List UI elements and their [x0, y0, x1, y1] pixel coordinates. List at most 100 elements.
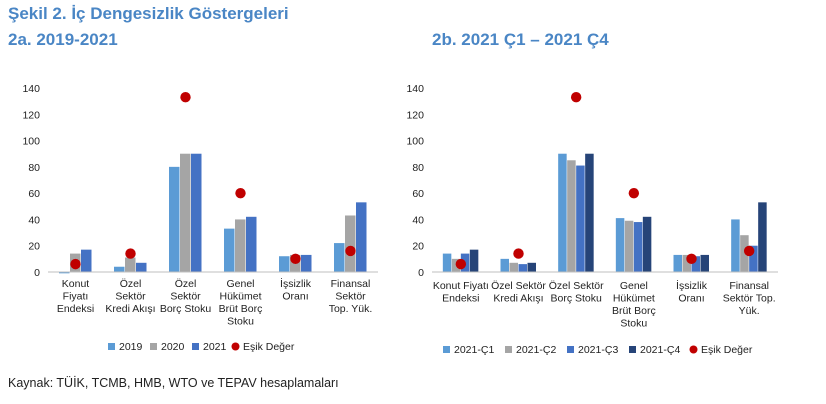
- bar-2021-Ç1: [615, 218, 625, 272]
- bar-2021-Ç1: [500, 258, 509, 272]
- threshold-marker: [180, 92, 191, 103]
- legend-label: 2021: [203, 341, 227, 353]
- bar-2019: [114, 266, 125, 272]
- category-label-line: Kredi Akışı: [493, 293, 543, 305]
- threshold-marker: [125, 248, 136, 259]
- bar-2021-Ç4: [585, 153, 594, 272]
- bar-2021: [246, 216, 257, 272]
- bar-2021: [356, 202, 367, 272]
- category-label-line: Borç Stoku: [550, 293, 602, 305]
- bar-2021-Ç4: [642, 216, 652, 272]
- bar-2021-Ç1: [673, 254, 682, 272]
- bar-2021: [136, 262, 147, 272]
- bar-2019: [224, 228, 235, 272]
- bar-2021-Ç2: [567, 160, 576, 272]
- bar-2020: [125, 257, 136, 272]
- category-label-line: Özel Sektör: [491, 280, 546, 292]
- bar-2021-Ç1: [558, 153, 567, 272]
- category-label-line: Hükümet: [219, 291, 261, 303]
- category-label-line: Özel: [120, 278, 142, 290]
- source-note: Kaynak: TÜİK, TCMB, HMB, WTO ve TEPAV he…: [8, 376, 339, 390]
- legend-swatch: [505, 346, 512, 353]
- legend-label: Eşik Değer: [701, 344, 753, 356]
- bar-2021-Ç3: [518, 264, 527, 272]
- bar-2019: [59, 272, 70, 274]
- y-tick-label: 80: [28, 162, 40, 174]
- bar-2019: [334, 243, 345, 272]
- chart-a-title: 2a. 2019-2021: [8, 30, 118, 49]
- bar-2020: [345, 215, 356, 272]
- y-tick-label: 40: [28, 214, 40, 226]
- y-tick-label: 120: [406, 109, 424, 121]
- legend-label: 2021-Ç2: [516, 344, 556, 356]
- legend-swatch: [443, 346, 450, 353]
- bar-2019: [279, 256, 290, 272]
- category-label: İşsizlik Oranı: [676, 279, 708, 305]
- category-label: Özel Sektör Kredi Akışı: [105, 278, 155, 315]
- y-tick-label: 20: [412, 241, 424, 253]
- bar-2021: [301, 254, 312, 272]
- y-tick-label: 40: [412, 214, 424, 226]
- category-label: İşsizlik Oranı: [280, 277, 312, 303]
- category-label: Konut Fiyatı Endeksi: [433, 280, 489, 305]
- bar-2021-Ç1: [442, 253, 452, 272]
- category-label-line: Stoku: [620, 318, 647, 330]
- category-label-line: Endeksi: [442, 293, 479, 305]
- bar-2020: [180, 153, 191, 272]
- y-tick-label: 140: [406, 83, 424, 95]
- bar-2021-Ç2: [509, 262, 518, 272]
- threshold-marker: [345, 245, 356, 257]
- category-label-line: Oranı: [678, 293, 704, 305]
- category-label-line: Genel: [226, 278, 254, 290]
- legend-swatch: [567, 346, 574, 353]
- threshold-marker: [70, 258, 81, 270]
- category-label: Konut Fiyatı Endeksi: [57, 278, 94, 315]
- category-label-line: Özel: [175, 278, 197, 290]
- bar-2020: [235, 219, 246, 272]
- legend-threshold-marker: [689, 345, 698, 354]
- category-label-line: İşsizlik: [676, 279, 708, 292]
- threshold-marker: [513, 248, 524, 259]
- category-label-line: Fiyatı: [63, 291, 89, 303]
- bar-2021-Ç1: [731, 219, 740, 272]
- y-tick-label: 60: [28, 188, 40, 200]
- category-label-line: Sektör: [335, 291, 366, 303]
- category-label-line: Konut: [62, 278, 90, 290]
- category-label: Genel Hükümet Brüt Borç Stoku: [612, 280, 656, 330]
- bar-2021: [191, 153, 202, 272]
- threshold-marker: [235, 187, 246, 199]
- chart-b-title: 2b. 2021 Ç1 – 2021 Ç4: [432, 30, 609, 49]
- threshold-marker: [570, 92, 582, 103]
- bar-2021-Ç4: [700, 254, 709, 272]
- y-tick-label: 100: [22, 136, 40, 148]
- bar-2019: [169, 166, 180, 272]
- category-label-line: Kredi Akışı: [105, 303, 155, 315]
- bar-2021-Ç4: [469, 249, 479, 272]
- legend-label: 2020: [161, 341, 185, 353]
- category-label: Özel Sektör Borç Stoku: [549, 280, 604, 305]
- bar-2021-Ç3: [576, 165, 585, 272]
- category-label-line: İşsizlik: [280, 277, 312, 290]
- threshold-marker: [743, 245, 755, 257]
- category-label-line: Finansal: [331, 278, 371, 290]
- category-label: Özel Sektör Borç Stoku: [160, 278, 212, 315]
- category-label-line: Oranı: [282, 291, 308, 303]
- threshold-marker: [686, 253, 697, 265]
- y-tick-label: 0: [418, 267, 424, 279]
- legend-swatch: [150, 343, 157, 350]
- bar-2021-Ç3: [691, 256, 700, 272]
- legend-label: 2021-Ç3: [578, 344, 618, 356]
- legend-label: 2021-Ç4: [640, 344, 680, 356]
- category-label-line: Finansal: [729, 280, 769, 292]
- legend-swatch: [108, 343, 115, 350]
- category-label-line: Borç Stoku: [160, 303, 212, 315]
- category-label: Özel Sektör Kredi Akışı: [491, 280, 546, 305]
- figure-title: Şekil 2. İç Dengesizlik Göstergeleri: [8, 4, 289, 23]
- category-label-line: Brüt Borç: [612, 305, 656, 317]
- category-label-line: Brüt Borç: [219, 303, 263, 315]
- threshold-marker: [290, 253, 301, 265]
- category-label-line: Endeksi: [57, 303, 94, 315]
- y-tick-label: 0: [34, 267, 40, 279]
- bar-2021-Ç4: [527, 262, 536, 272]
